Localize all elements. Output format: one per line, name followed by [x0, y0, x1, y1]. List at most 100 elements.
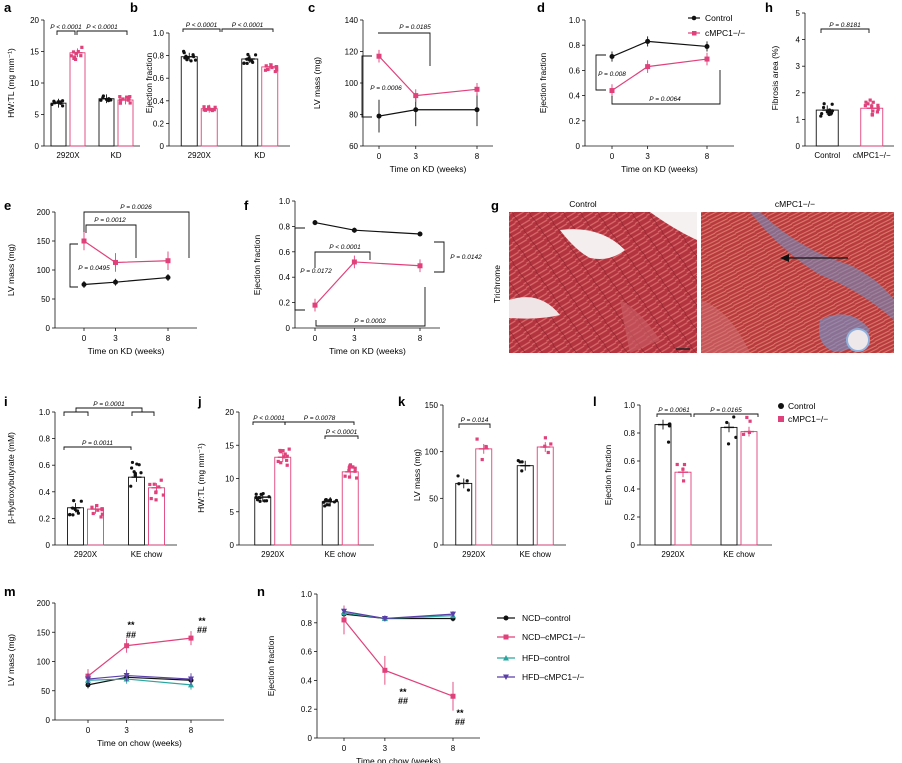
p-value-label: P = 0.0006: [370, 85, 402, 92]
y-axis-label: Ejection fraction: [252, 234, 262, 295]
data-point: [609, 88, 615, 94]
bar: [475, 448, 493, 546]
bar: [254, 496, 272, 546]
x-tick-label: 0: [342, 744, 347, 753]
significance-bracket: [361, 55, 372, 118]
panel-h-label: h: [765, 0, 773, 15]
data-point: [348, 463, 353, 467]
y-tick-label: 10: [225, 475, 234, 484]
y-tick-label: 50: [41, 295, 50, 304]
data-point: [254, 492, 258, 496]
series-line: [314, 222, 421, 235]
data-point: [732, 415, 736, 419]
panel-g-title-control: Control: [569, 199, 597, 209]
bar: [516, 465, 534, 546]
y-tick-label: 2: [796, 89, 801, 98]
x-tick-label: 3: [124, 726, 129, 735]
x-tick-label: 8: [418, 334, 423, 343]
data-point: [212, 108, 216, 112]
data-point: [188, 676, 194, 683]
data-point: [466, 488, 471, 492]
significance-bracket: [611, 70, 721, 105]
x-tick-label: 8: [475, 152, 480, 161]
x-tick-label: 3: [113, 334, 118, 343]
x-tick-label: 0: [377, 152, 382, 161]
p-value-label: P = 0.014: [461, 417, 489, 424]
y-tick-label: 0: [46, 324, 51, 333]
data-point: [95, 503, 99, 508]
y-tick-label: 100: [37, 658, 51, 667]
data-point: [353, 466, 357, 470]
data-point: [450, 693, 456, 699]
data-point: [341, 608, 347, 615]
data-point: [245, 57, 249, 61]
data-point: [876, 107, 880, 111]
data-point: [546, 450, 550, 455]
significance-marker: ##: [126, 630, 136, 640]
data-point: [91, 511, 95, 516]
panel-a-label: a: [4, 0, 12, 15]
panel-m: m 0 50 100 150 200 LV mass (mg) Time on chow (w…: [4, 584, 224, 748]
data-point: [475, 437, 479, 441]
data-point: [58, 101, 63, 105]
trichrome-control-image: [509, 212, 701, 353]
data-point: [154, 491, 158, 495]
data-point: [353, 469, 357, 473]
significance-bracket: [76, 30, 128, 35]
data-point: [81, 282, 87, 287]
y-axis-label: LV mass (mg): [6, 244, 16, 296]
data-point: [474, 86, 480, 92]
data-point: [312, 302, 318, 308]
data-point: [242, 61, 246, 65]
data-point: [270, 65, 274, 70]
series-line: [343, 619, 454, 697]
data-point: [76, 49, 80, 54]
panel-j: j 0 5 10 15 20 HW:TL (mg mm⁻¹) 2920X KE chow P < …: [196, 394, 374, 559]
data-point: [130, 460, 135, 465]
data-point: [79, 54, 83, 58]
y-axis-label: Ejection fraction: [266, 635, 276, 696]
data-point: [85, 676, 91, 683]
data-point: [725, 420, 729, 425]
data-point: [130, 466, 134, 470]
data-point: [263, 68, 268, 72]
data-point: [830, 102, 834, 106]
y-tick-label: 150: [37, 237, 51, 246]
y-tick-label: 100: [345, 79, 359, 88]
panel-i: i 0 0.2 0.4 0.6 0.8 1.0 β-Hydroxybutyrate (mM) 2…: [4, 394, 177, 559]
data-point: [123, 673, 130, 679]
bar: [740, 431, 758, 546]
data-point: [417, 263, 423, 269]
y-tick-label: 1.0: [624, 401, 636, 410]
data-point: [830, 109, 835, 113]
y-tick-label: 1.0: [39, 408, 51, 417]
y-tick-label: 0.2: [279, 299, 291, 308]
y-tick-label: 4: [796, 36, 801, 45]
x-tick-label: 0: [82, 334, 87, 343]
data-point: [609, 54, 615, 60]
y-tick-label: 5: [35, 111, 40, 120]
trichrome-cmpc1-image: [701, 212, 894, 353]
y-tick-label: 150: [425, 401, 439, 410]
panel-j-label: j: [197, 394, 202, 409]
data-point: [128, 101, 132, 105]
y-axis-label: β-Hydroxybutyrate (mM): [6, 432, 16, 524]
data-point: [56, 100, 60, 104]
significance-bracket: [595, 54, 606, 91]
y-tick-label: 0: [35, 142, 40, 151]
data-point: [118, 101, 123, 105]
x-tick-label: 8: [166, 334, 171, 343]
data-point: [152, 482, 156, 486]
data-point: [864, 100, 868, 104]
y-tick-label: 150: [37, 628, 51, 637]
significance-marker: **: [399, 687, 407, 697]
data-point: [376, 113, 382, 119]
y-axis-label: Ejection fraction: [603, 444, 613, 505]
x-tick-label: Control: [814, 151, 840, 160]
series-line: [83, 276, 169, 286]
panel-m-label: m: [4, 584, 16, 599]
data-point: [726, 442, 731, 446]
data-point: [255, 498, 260, 502]
y-tick-label: 1.0: [279, 197, 291, 206]
y-tick-label: 0.2: [153, 119, 165, 128]
